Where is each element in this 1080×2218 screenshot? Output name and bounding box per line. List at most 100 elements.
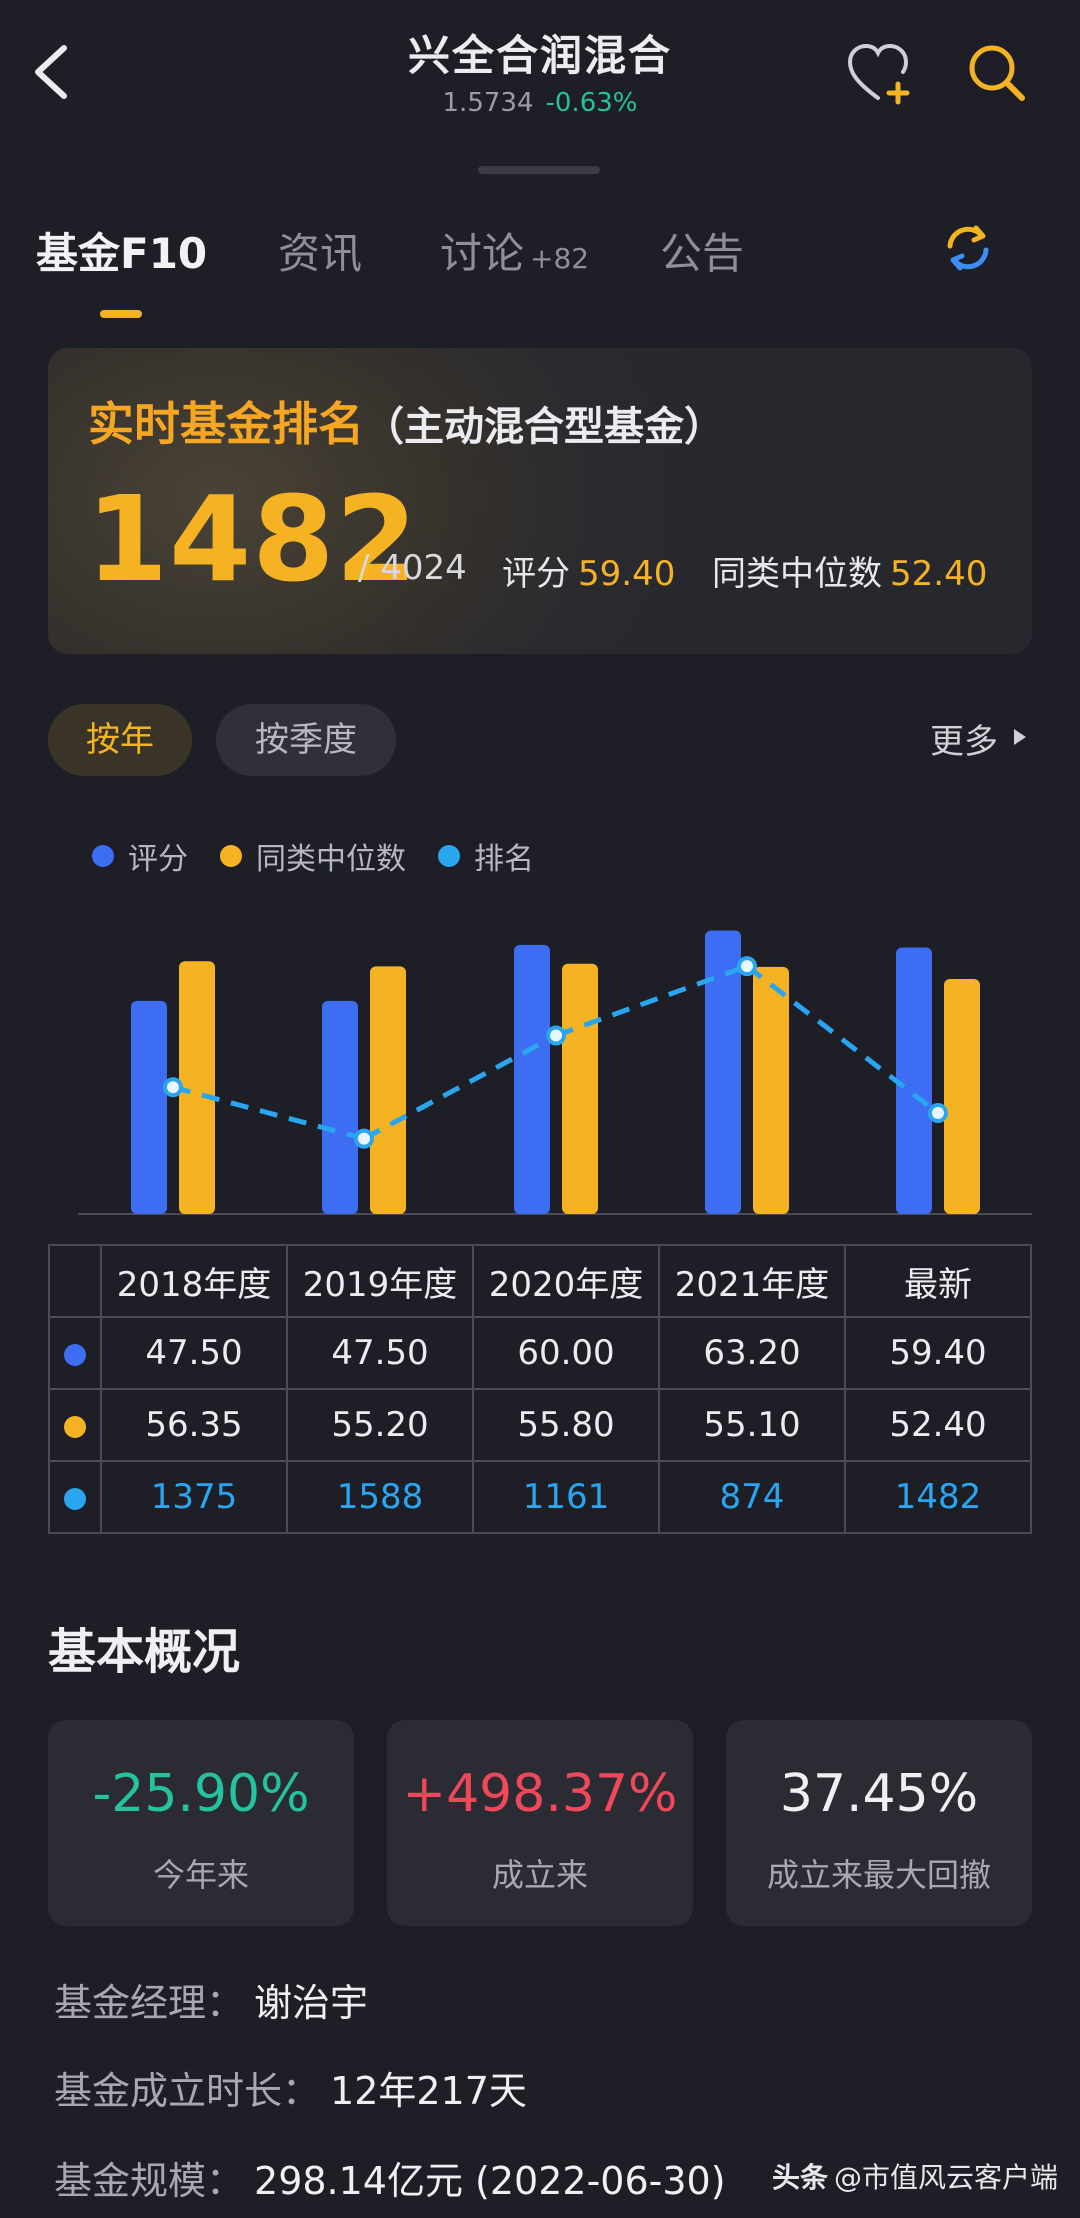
median-bar [179,961,215,1214]
stat-inception-label: 成立来 [491,1856,588,1894]
chart-legend: 评分 同类中位数 排名 [92,834,566,878]
ranking-title: 实时基金排名（主动混合型基金） [88,388,724,454]
stat-drawdown-value: 37.45% [779,1764,979,1824]
table-cell: 47.50 [100,1316,288,1390]
legend-median-label: 同类中位数 [256,842,406,877]
table-cell: 60.00 [472,1316,660,1390]
source-watermark: 头条 @市值风云客户端 [772,2156,1058,2196]
ranking-total: / 4024 [358,548,467,588]
stat-ytd-label: 今年来 [152,1856,249,1894]
table-cell: 1161 [472,1460,660,1534]
by-year-button[interactable]: 按年 [48,704,192,776]
fund-name-title: 兴全合润混合 [407,31,672,80]
fund-manager-row: 基金经理： 谢治宇 [54,1972,368,2027]
median-bar [562,963,598,1214]
score-bar [896,947,932,1214]
ranking-position: 1482 [86,470,419,608]
fund-size-value: 298.14亿元 (2022-06-30) [254,2159,726,2203]
rank-point [546,1025,566,1046]
back-arrow-icon[interactable] [28,40,76,104]
tab-announcement[interactable]: 公告 [660,229,745,278]
table-cell: 52.40 [844,1388,1032,1462]
ranking-category: （主动混合型基金） [364,404,724,450]
median-bar [370,966,406,1214]
rank-line-segment [362,1033,558,1141]
table-row-score: 47.50 47.50 60.00 63.20 59.40 [48,1316,1032,1390]
legend-rank[interactable]: 排名 [438,834,534,878]
row-rank-marker [48,1460,102,1534]
table-header-cell: 最新 [844,1244,1032,1318]
rank-line-segment [172,1084,365,1142]
rank-line-segment [555,963,748,1038]
score-bar [705,930,741,1214]
ranking-score-value: 59.40 [578,554,676,594]
rank-point [737,956,757,977]
legend-median-dot [220,845,242,867]
ranking-chart [78,930,1032,1215]
realtime-ranking-card[interactable]: 实时基金排名（主动混合型基金） 1482 / 4024 评分 59.40 同类中位… [48,348,1032,654]
search-icon[interactable] [962,40,1032,106]
table-cell: 55.10 [658,1388,846,1462]
score-bar [131,1000,167,1214]
more-link[interactable]: 更多 [930,722,998,762]
fund-age-row: 基金成立时长： 12年217天 [54,2060,527,2115]
fund-nav-line: 1.5734 -0.63% [0,88,1080,118]
legend-rank-dot [438,845,460,867]
by-quarter-button[interactable]: 按季度 [216,704,396,776]
drag-handle[interactable] [478,166,600,174]
fund-manager-label: 基金经理： [54,1981,245,2025]
tab-news[interactable]: 资讯 [278,229,363,278]
refresh-icon[interactable] [942,222,994,274]
legend-score-label: 评分 [128,842,188,877]
tab-discussion[interactable]: 讨论 +82 [440,220,589,281]
legend-median[interactable]: 同类中位数 [220,834,406,878]
stat-card-since-inception[interactable]: +498.37% 成立来 [387,1720,693,1926]
rank-dot-icon [64,1487,86,1510]
rank-line-segment [745,964,940,1116]
legend-score[interactable]: 评分 [92,834,188,878]
legend-score-dot [92,845,114,867]
stat-card-ytd[interactable]: -25.90% 今年来 [48,1720,354,1926]
active-tab-indicator [100,310,142,318]
row-score-marker [48,1316,102,1390]
fund-size-row: 基金规模： 298.14亿元 (2022-06-30) [54,2150,726,2205]
table-header-cell: 2018年度 [100,1244,288,1318]
rank-point [928,1103,948,1124]
fund-nav-value: 1.5734 [442,88,534,118]
favorite-add-icon[interactable] [846,40,916,106]
fund-size-label: 基金规模： [54,2159,245,2203]
overview-title: 基本概况 [48,1624,241,1680]
stat-drawdown-label: 成立来最大回撤 [766,1856,991,1894]
tab-fund-f10[interactable]: 基金F10 [36,229,208,278]
table-cell: 55.80 [472,1388,660,1462]
discussion-count-badge: +82 [530,242,590,275]
tab-discussion-label: 讨论 [440,229,525,278]
table-header-cell: 2019年度 [286,1244,474,1318]
table-cell: 874 [658,1460,846,1534]
score-bar [322,1000,358,1214]
fund-nav-change: -0.63% [545,88,638,118]
ranking-score-label: 评分 [502,554,570,594]
fund-manager-value[interactable]: 谢治宇 [254,1981,369,2025]
table-header-cell: 2021年度 [658,1244,846,1318]
table-corner-cell [48,1244,102,1318]
row-median-marker [48,1388,102,1462]
table-cell: 47.50 [286,1316,474,1390]
score-dot-icon [64,1343,86,1366]
table-cell: 1375 [100,1460,288,1534]
fund-age-label: 基金成立时长： [54,2069,321,2113]
table-header-row: 2018年度 2019年度 2020年度 2021年度 最新 [48,1244,1032,1318]
median-bar [753,966,789,1214]
fund-age-value: 12年217天 [330,2069,527,2113]
median-bar [944,978,980,1214]
watermark-brand: 头条 [772,2161,829,2194]
table-header-cell: 2020年度 [472,1244,660,1318]
ranking-median: 同类中位数 52.40 [712,546,987,595]
ranking-median-label: 同类中位数 [712,554,882,594]
play-right-icon[interactable] [1012,727,1028,747]
stat-card-max-drawdown[interactable]: 37.45% 成立来最大回撤 [726,1720,1032,1926]
table-cell: 55.20 [286,1388,474,1462]
ranking-title-text: 实时基金排名 [88,397,364,451]
table-cell: 1482 [844,1460,1032,1534]
watermark-account: @市值风云客户端 [834,2161,1059,2194]
